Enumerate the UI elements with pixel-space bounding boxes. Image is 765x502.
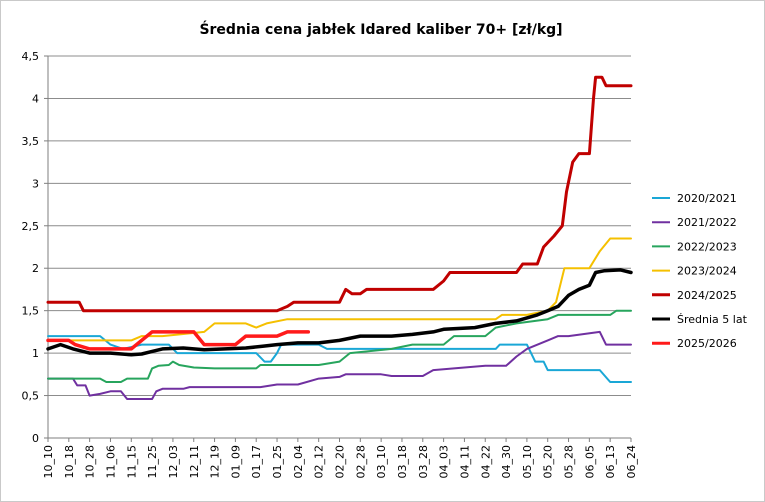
x-tick-label: 05_28 (563, 445, 576, 479)
x-tick-label: 11_25 (146, 445, 159, 479)
series-line (46, 75, 633, 313)
legend-label: 2020/2021 (677, 192, 737, 205)
x-tick-label: 05_10 (521, 445, 534, 479)
series-line (47, 309, 632, 383)
y-tick-label: 3,5 (22, 135, 40, 148)
x-tick-label: 12_19 (209, 445, 222, 479)
y-tick-label: 1,5 (22, 305, 40, 318)
x-tick-label: 01_09 (229, 445, 242, 479)
x-tick-label: 03_10 (375, 445, 388, 479)
x-tick-label: 04_11 (458, 445, 471, 479)
series-line (47, 335, 632, 383)
series-line (47, 237, 632, 342)
y-tick-label: 3 (32, 177, 39, 190)
x-tick-label: 03_18 (396, 445, 409, 479)
y-tick-label: 4,5 (22, 50, 40, 63)
x-tick-label: 02_20 (334, 445, 347, 479)
x-tick-label: 04_03 (438, 445, 451, 479)
x-tick-label: 10_10 (42, 445, 55, 479)
x-tick-label: 02_12 (313, 445, 326, 479)
x-tick-label: 06_05 (583, 445, 596, 479)
series-line (46, 330, 311, 351)
x-tick-label: 10_18 (63, 445, 76, 479)
y-tick-label: 2,5 (22, 220, 40, 233)
x-tick-label: 11_15 (125, 445, 138, 479)
x-tick-label: 11_06 (104, 445, 117, 479)
legend-label: 2024/2025 (677, 289, 737, 302)
series-line (47, 330, 632, 400)
x-tick-label: 01_25 (271, 445, 284, 479)
series-lines (46, 75, 633, 400)
x-tick-label: 12_11 (188, 445, 201, 479)
y-tick-label: 1 (32, 347, 39, 360)
y-tick-label: 0 (32, 432, 39, 445)
legend-label: Średnia 5 lat (677, 313, 748, 326)
y-tick-label: 0,5 (22, 390, 40, 403)
legend-label: 2021/2022 (677, 216, 737, 229)
x-tick-label: 05_20 (542, 445, 555, 479)
x-tick-label: 02_04 (292, 445, 305, 479)
chart-title: Średnia cena jabłek Idared kaliber 70+ [… (199, 20, 562, 38)
x-tick-label: 01_17 (250, 445, 263, 479)
x-tick-label: 10_28 (84, 445, 97, 479)
legend-label: 2025/2026 (677, 337, 737, 350)
x-tick-label: 03_28 (417, 445, 430, 479)
y-tick-label: 2 (32, 262, 39, 275)
x-tick-label: 12_03 (167, 445, 180, 479)
x-tick-label: 02_28 (354, 445, 367, 479)
legend-label: 2022/2023 (677, 240, 737, 253)
x-tick-label: 06_13 (604, 445, 617, 479)
y-tick-label: 4 (32, 92, 39, 105)
x-tick-label: 06_24 (625, 445, 638, 479)
series-line (46, 268, 633, 357)
x-axis-ticks: 10_10 10_18 10_28 11_06 11_15 11_25 12_03 12_11… (42, 438, 638, 479)
x-tick-label: 04_22 (479, 445, 492, 479)
y-axis-ticks: 0 0,5 1 1,5 2 2,5 3 3,5 4 4,5 (22, 50, 48, 445)
legend-label: 2023/2024 (677, 265, 737, 278)
x-tick-label: 04_30 (500, 445, 513, 479)
legend: 2020/2021 2021/2022 2022/2023 2023/2024 2024… (652, 192, 748, 350)
